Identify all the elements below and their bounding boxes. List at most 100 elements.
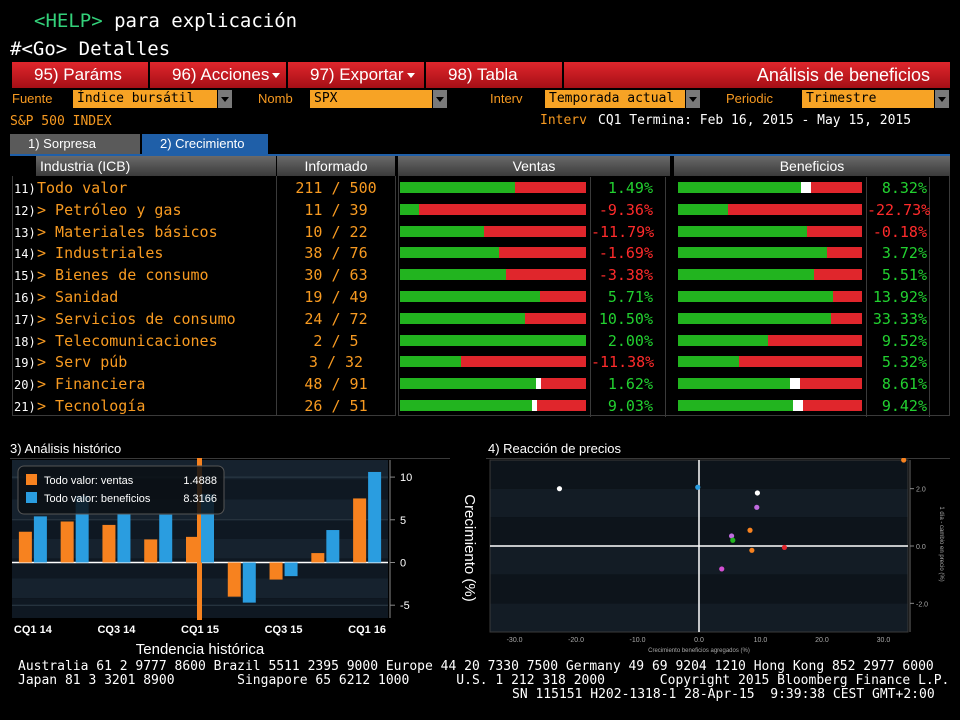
x-tick-label: CQ3 15 [265,624,303,636]
sales-bar-fill [400,269,507,281]
earnings-growth-value: 33.33% [866,307,930,330]
earnings-growth-value: 8.61% [866,373,930,395]
industry-name[interactable]: > Financiera [37,375,146,394]
earnings-growth-value: 8.32% [866,177,930,199]
sales-growth-value: 1.49% [590,177,666,199]
scatter-point [747,527,753,533]
fuente-field[interactable]: Índice bursátil [73,90,217,108]
sales-bar [400,378,586,390]
earnings-bar-fill [678,334,769,346]
scatter-point [749,547,755,553]
historical-divider [10,458,450,459]
row-number: 11) [14,182,36,196]
x-tick-label: -30.0 [507,637,523,644]
params-button[interactable]: 95) Paráms [12,62,150,88]
industry-name[interactable]: > Petróleo y gas [37,200,182,219]
sales-bar [400,312,586,324]
industry-name[interactable]: Todo valor [37,179,128,197]
header-earnings[interactable]: Beneficios [674,156,950,176]
row-number: 16) [14,291,36,305]
header-industry[interactable]: Industria (ICB) [36,156,276,176]
table-left-frame [12,176,396,416]
x-tick-label: CQ1 15 [181,624,219,636]
column-divider [276,176,277,416]
y-tick-label: 0 [400,557,406,569]
x-tick-label: -10.0 [630,637,646,644]
fuente-dropdown-icon[interactable] [218,90,232,108]
params-label: 95) Paráms [34,65,122,84]
x-tick-label: CQ1 14 [14,624,53,636]
sales-bar [400,269,586,281]
earnings-bar-mark [159,514,173,563]
interv-info-label: Interv [540,113,587,128]
current-period-marker [197,458,202,620]
earnings-bar-mark [368,471,382,563]
earnings-bar-fill [678,356,739,368]
header-sales[interactable]: Ventas [398,156,670,176]
index-name: S&P 500 INDEX [10,114,112,129]
row-number: 21) [14,400,36,414]
sales-bar-mark [144,539,158,563]
y-tick-label: 2.0 [916,487,926,494]
nomb-dropdown-icon[interactable] [433,90,447,108]
historical-chart-title: 3) Análisis histórico [10,441,122,456]
sales-bar-fill [400,356,462,368]
y-tick-label: -5 [400,600,410,612]
industry-name[interactable]: > Serv púb [37,353,128,372]
industry-name[interactable]: > Tecnología [37,397,146,415]
x-tick-label: 0.0 [694,637,704,644]
industry-name[interactable]: > Materiales básicos [37,222,218,241]
scatter-point [556,486,563,492]
sales-bar [400,356,586,368]
sales-bar-mark [353,498,367,563]
earnings-bar-mark [284,562,298,577]
nomb-field[interactable]: SPX [310,90,432,108]
row-number: 15) [14,269,36,284]
sales-bar [400,225,586,237]
earnings-growth-value: 9.52% [866,329,930,352]
earnings-bar-marker [789,378,800,390]
industry-name[interactable]: > Telecomunicaciones [37,331,218,350]
table-button[interactable]: 98) Tabla [426,62,564,88]
row-number: 14) [14,247,36,262]
periodic-dropdown-icon[interactable] [935,90,949,108]
sales-growth-value: 10.50% [590,307,666,330]
y-axis-label: Crecimiento (%) [461,494,478,602]
sales-bar-mark [227,562,241,597]
industry-name[interactable]: > Bienes de consumo [37,266,209,285]
sales-bar-fill [400,182,516,193]
toolbar: 95) Paráms 96) Acciones 97) Exportar 98)… [12,62,950,88]
scatter-point [695,484,701,490]
earnings-bar [678,247,862,259]
earnings-bar-fill [678,291,833,302]
interv-field[interactable]: Temporada actual [545,90,685,108]
x-tick-label: CQ3 14 [97,624,136,636]
y-tick-label: 10 [400,472,412,484]
industry-name[interactable]: > Industriales [37,244,164,263]
header-reported[interactable]: Informado [277,156,395,176]
industry-name[interactable]: > Sanidad [37,288,119,306]
earnings-growth-value: 9.42% [866,395,930,417]
actions-button[interactable]: 96) Acciones [150,62,288,88]
sales-growth-value: -1.69% [590,242,666,265]
reported-count: 2 / 5 [313,331,359,350]
sales-bar-fill [400,400,533,411]
help-line: <HELP> para explicación [34,10,297,32]
earnings-bar [678,356,862,368]
sales-growth-value: -3.38% [590,264,666,286]
legend-swatch [26,474,37,485]
tab-crecimiento[interactable]: 2) Crecimiento [142,134,268,154]
scatter-point [781,544,788,551]
sales-bar-fill [400,378,536,390]
reported-count: 211 / 500 [295,179,377,197]
help-key[interactable]: <HELP> [34,10,103,32]
export-label: 97) Exportar [310,65,404,84]
tab-sorpresa[interactable]: 1) Sorpresa [10,134,140,154]
earnings-bar-mark [117,513,131,563]
sales-bar-fill [400,225,484,237]
chevron-down-icon [272,73,281,79]
periodic-field[interactable]: Trimestre [802,90,934,108]
industry-name[interactable]: > Servicios de consumo [37,309,236,328]
interv-dropdown-icon[interactable] [686,90,700,108]
export-button[interactable]: 97) Exportar [288,62,426,88]
